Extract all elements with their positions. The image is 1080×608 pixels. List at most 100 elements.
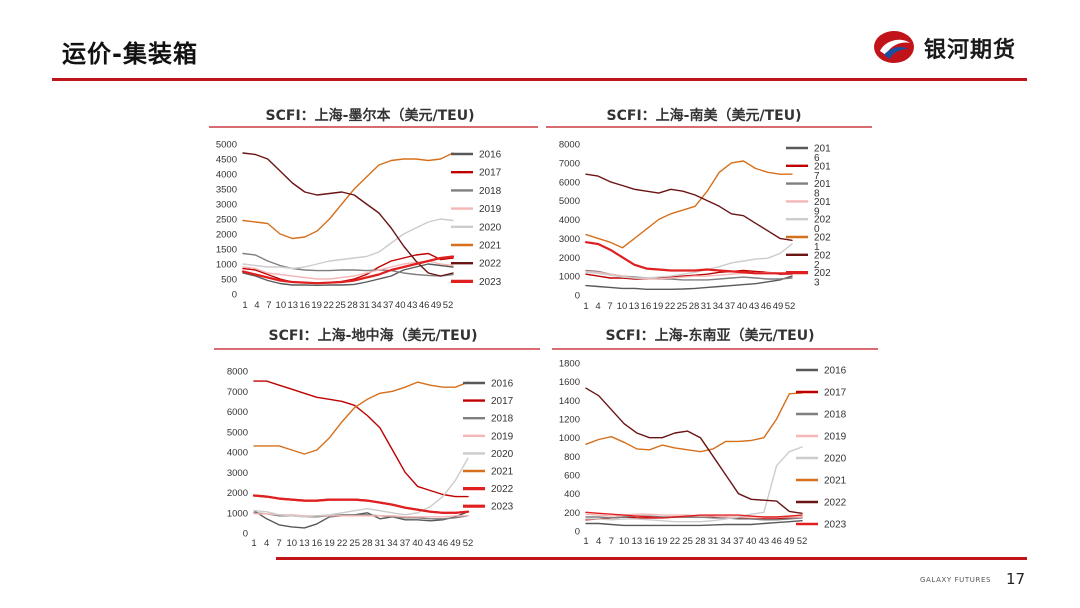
- y-tick-label: 0: [575, 527, 580, 538]
- x-tick-label: 25: [349, 538, 360, 549]
- x-tick-label: 7: [609, 536, 614, 547]
- x-tick-label: 13: [632, 536, 643, 547]
- x-tick-label: 49: [784, 536, 795, 547]
- series-line-2020: [585, 243, 793, 279]
- chart-south-america: SCFI：上海-南美（美元/TEU) 0 1000 2000 3000 4000 5000…: [546, 107, 872, 312]
- y-tick-label: 500: [221, 275, 237, 286]
- x-tick-label: 4: [264, 538, 269, 549]
- legend-label: 2021: [491, 467, 514, 478]
- y-tick-label: 7000: [559, 158, 580, 169]
- chart-panel-south-america: SCFI：上海-南美（美元/TEU) 0 1000 2000 3000 4000 5000…: [542, 100, 877, 315]
- legend-label: 2019: [824, 432, 847, 443]
- page-title: 运价-集装箱: [62, 40, 198, 68]
- chart-panel-mediterranean: SCFI：上海-地中海（美元/TEU) 0 1000 2000 3000 4000 500…: [210, 322, 545, 552]
- x-tick-label: 43: [425, 538, 436, 549]
- x-tick-label: 46: [761, 301, 772, 312]
- legend-label-continued: 7: [814, 171, 820, 182]
- legend-label: 201: [814, 197, 831, 208]
- series-line-2021: [585, 392, 803, 453]
- y-tick-label: 2000: [216, 230, 237, 241]
- legend-label-continued: 8: [814, 189, 820, 200]
- brand-name: 银河期货: [924, 38, 1017, 63]
- legend-label: 201: [814, 144, 831, 155]
- series-line-2018: [585, 515, 803, 521]
- legend-label: 2016: [479, 150, 502, 161]
- x-tick-label: 19: [311, 300, 322, 311]
- x-tick-label: 25: [677, 301, 688, 312]
- legend-label: 2020: [824, 454, 847, 465]
- series-line-2020: [585, 446, 803, 523]
- y-tick-label: 1600: [559, 377, 580, 388]
- legend-label: 2023: [479, 277, 502, 288]
- x-tick-label: 28: [689, 301, 700, 312]
- x-tick-label: 37: [733, 536, 744, 547]
- x-tick-label: 7: [277, 538, 282, 549]
- legend-label: 202: [814, 268, 831, 279]
- y-tick-label: 8000: [559, 140, 580, 151]
- y-tick-label: 2000: [227, 488, 248, 499]
- legend-label: 202: [814, 215, 831, 226]
- x-tick-label: 25: [682, 536, 693, 547]
- x-tick-label: 13: [629, 301, 640, 312]
- y-tick-label: 6000: [227, 407, 248, 418]
- y-tick-label: 5000: [227, 427, 248, 438]
- x-tick-label: 22: [323, 300, 334, 311]
- chart-title: SCFI：上海-墨尔本（美元/TEU): [266, 107, 475, 124]
- x-tick-label: 28: [347, 300, 358, 311]
- legend-label: 2019: [479, 204, 502, 215]
- x-tick-label: 49: [431, 300, 442, 311]
- legend-label: 2017: [824, 388, 847, 399]
- x-tick-label: 40: [395, 300, 406, 311]
- y-tick-label: 1400: [559, 396, 580, 407]
- x-tick-label: 43: [749, 301, 760, 312]
- legend-label: 201: [814, 179, 831, 190]
- x-tick-label: 25: [335, 300, 346, 311]
- series-line-2021: [242, 152, 454, 240]
- x-tick-label: 10: [276, 300, 287, 311]
- x-tick-label: 46: [438, 538, 449, 549]
- y-tick-label: 5000: [559, 196, 580, 207]
- x-tick-label: 34: [713, 301, 724, 312]
- chart-title: SCFI：上海-东南亚（美元/TEU): [606, 327, 815, 344]
- series-line-2022: [242, 152, 454, 277]
- y-tick-label: 3500: [216, 185, 237, 196]
- legend-label-continued: 1: [814, 242, 820, 253]
- series-line-2023: [252, 494, 470, 514]
- x-tick-label: 34: [387, 538, 398, 549]
- legend-label: 2016: [491, 379, 514, 390]
- x-tick-label: 16: [644, 536, 655, 547]
- chart-title: SCFI：上海-南美（美元/TEU): [607, 107, 802, 124]
- series-line-2016: [585, 519, 803, 527]
- x-tick-label: 1: [583, 536, 588, 547]
- x-tick-label: 7: [607, 301, 612, 312]
- y-tick-label: 0: [575, 291, 580, 302]
- series-line-2017: [585, 269, 793, 280]
- chart-title: SCFI：上海-地中海（美元/TEU): [269, 327, 478, 344]
- x-tick-label: 28: [362, 538, 373, 549]
- x-tick-label: 37: [400, 538, 411, 549]
- x-tick-label: 37: [383, 300, 394, 311]
- series-line-2016: [253, 509, 469, 529]
- series-line-2018: [242, 252, 454, 277]
- y-tick-label: 200: [564, 508, 580, 519]
- y-tick-label: 6000: [559, 177, 580, 188]
- y-tick-label: 8000: [227, 367, 248, 378]
- y-tick-label: 2500: [216, 215, 237, 226]
- x-tick-label: 1: [583, 301, 588, 312]
- x-tick-label: 7: [266, 300, 271, 311]
- legend-label: 2022: [824, 498, 847, 509]
- legend-label-continued: 6: [814, 153, 820, 164]
- x-tick-label: 49: [450, 538, 461, 549]
- legend-label: 2023: [824, 520, 847, 531]
- x-tick-label: 52: [443, 300, 454, 311]
- y-tick-label: 400: [564, 489, 580, 500]
- series-line-2023: [241, 255, 455, 285]
- x-tick-label: 13: [299, 538, 310, 549]
- series-line-2023: [585, 511, 803, 519]
- legend-label: 2023: [491, 502, 514, 513]
- x-tick-label: 31: [708, 536, 719, 547]
- y-tick-label: 1800: [559, 359, 580, 370]
- x-tick-label: 22: [337, 538, 348, 549]
- x-tick-label: 52: [785, 301, 796, 312]
- legend-label: 2016: [824, 366, 847, 377]
